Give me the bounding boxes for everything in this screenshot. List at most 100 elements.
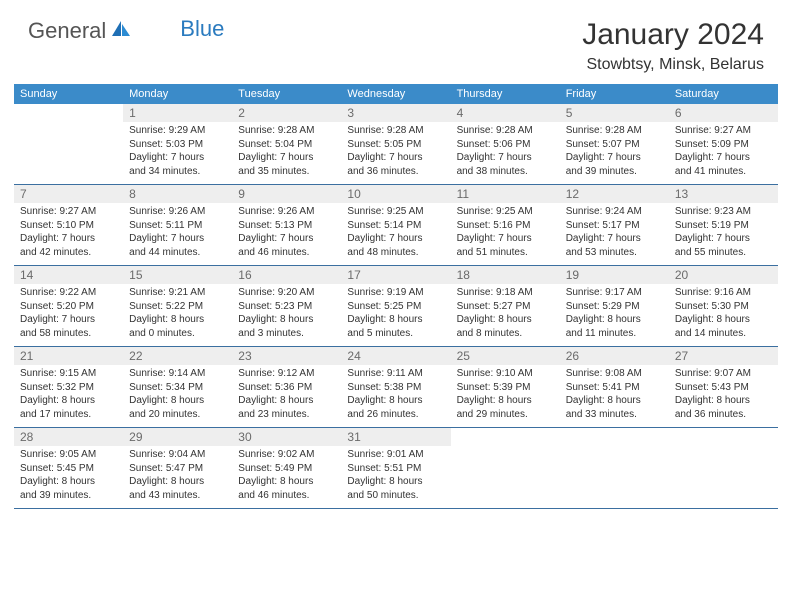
day-details: Sunrise: 9:19 AMSunset: 5:25 PMDaylight:… xyxy=(347,286,444,340)
day-cell: 23 Sunrise: 9:12 AMSunset: 5:36 PMDayligh… xyxy=(232,347,341,427)
day-details: Sunrise: 9:27 AMSunset: 5:10 PMDaylight:… xyxy=(20,205,117,259)
day-cell: 19 Sunrise: 9:17 AMSunset: 5:29 PMDayligh… xyxy=(560,266,669,346)
day-cell: 24 Sunrise: 9:11 AMSunset: 5:38 PMDayligh… xyxy=(341,347,450,427)
day-cell: 14 Sunrise: 9:22 AMSunset: 5:20 PMDayligh… xyxy=(14,266,123,346)
day-cell xyxy=(14,104,123,184)
day-number: 25 xyxy=(451,347,560,365)
day-number: 3 xyxy=(341,104,450,122)
day-number: 17 xyxy=(341,266,450,284)
day-number: 31 xyxy=(341,428,450,446)
title-block: January 2024 Stowbtsy, Minsk, Belarus xyxy=(582,18,764,74)
day-number: 27 xyxy=(669,347,778,365)
day-cell: 26 Sunrise: 9:08 AMSunset: 5:41 PMDayligh… xyxy=(560,347,669,427)
week-row: 21 Sunrise: 9:15 AMSunset: 5:32 PMDayligh… xyxy=(14,347,778,428)
day-number: 13 xyxy=(669,185,778,203)
week-row: 7Sunrise: 9:27 AMSunset: 5:10 PMDaylight… xyxy=(14,185,778,266)
day-cell: 22 Sunrise: 9:14 AMSunset: 5:34 PMDayligh… xyxy=(123,347,232,427)
day-cell: 1Sunrise: 9:29 AMSunset: 5:03 PMDaylight… xyxy=(123,104,232,184)
day-number: 4 xyxy=(451,104,560,122)
day-cell: 5Sunrise: 9:28 AMSunset: 5:07 PMDaylight… xyxy=(560,104,669,184)
day-number: 29 xyxy=(123,428,232,446)
week-row: 1Sunrise: 9:29 AMSunset: 5:03 PMDaylight… xyxy=(14,104,778,185)
day-details: Sunrise: 9:01 AMSunset: 5:51 PMDaylight:… xyxy=(347,448,444,502)
day-cell: 16 Sunrise: 9:20 AMSunset: 5:23 PMDayligh… xyxy=(232,266,341,346)
dow-monday: Monday xyxy=(123,84,232,104)
day-cell xyxy=(560,428,669,508)
day-cell: 17 Sunrise: 9:19 AMSunset: 5:25 PMDayligh… xyxy=(341,266,450,346)
day-cell: 20 Sunrise: 9:16 AMSunset: 5:30 PMDayligh… xyxy=(669,266,778,346)
day-number: 10 xyxy=(341,185,450,203)
day-details: Sunrise: 9:28 AMSunset: 5:06 PMDaylight:… xyxy=(457,124,554,178)
week-row: 28 Sunrise: 9:05 AMSunset: 5:45 PMDayligh… xyxy=(14,428,778,509)
day-of-week-header: SundayMondayTuesdayWednesdayThursdayFrid… xyxy=(14,84,778,104)
day-details: Sunrise: 9:05 AMSunset: 5:45 PMDaylight:… xyxy=(20,448,117,502)
day-cell: 27 Sunrise: 9:07 AMSunset: 5:43 PMDayligh… xyxy=(669,347,778,427)
day-details: Sunrise: 9:18 AMSunset: 5:27 PMDaylight:… xyxy=(457,286,554,340)
day-number: 6 xyxy=(669,104,778,122)
day-number: 23 xyxy=(232,347,341,365)
day-details: Sunrise: 9:25 AMSunset: 5:14 PMDaylight:… xyxy=(347,205,444,259)
day-number: 20 xyxy=(669,266,778,284)
day-number: 9 xyxy=(232,185,341,203)
header: General Blue January 2024 Stowbtsy, Mins… xyxy=(0,0,792,84)
day-number: 12 xyxy=(560,185,669,203)
day-details: Sunrise: 9:08 AMSunset: 5:41 PMDaylight:… xyxy=(566,367,663,421)
day-cell: 3 Sunrise: 9:28 AMSunset: 5:05 PMDaylight… xyxy=(341,104,450,184)
day-number: 22 xyxy=(123,347,232,365)
day-details: Sunrise: 9:17 AMSunset: 5:29 PMDaylight:… xyxy=(566,286,663,340)
day-cell: 21 Sunrise: 9:15 AMSunset: 5:32 PMDayligh… xyxy=(14,347,123,427)
day-number: 24 xyxy=(341,347,450,365)
calendar: SundayMondayTuesdayWednesdayThursdayFrid… xyxy=(0,84,792,509)
day-number: 30 xyxy=(232,428,341,446)
day-cell: 13Sunrise: 9:23 AMSunset: 5:19 PMDayligh… xyxy=(669,185,778,265)
day-details: Sunrise: 9:26 AMSunset: 5:11 PMDaylight:… xyxy=(129,205,226,259)
day-details: Sunrise: 9:29 AMSunset: 5:03 PMDaylight:… xyxy=(129,124,226,178)
week-row: 14 Sunrise: 9:22 AMSunset: 5:20 PMDayligh… xyxy=(14,266,778,347)
day-details: Sunrise: 9:28 AMSunset: 5:04 PMDaylight:… xyxy=(238,124,335,178)
day-details: Sunrise: 9:16 AMSunset: 5:30 PMDaylight:… xyxy=(675,286,772,340)
day-cell: 12 Sunrise: 9:24 AMSunset: 5:17 PMDayligh… xyxy=(560,185,669,265)
day-details: Sunrise: 9:22 AMSunset: 5:20 PMDaylight:… xyxy=(20,286,117,340)
dow-thursday: Thursday xyxy=(451,84,560,104)
day-number: 11 xyxy=(451,185,560,203)
day-details: Sunrise: 9:11 AMSunset: 5:38 PMDaylight:… xyxy=(347,367,444,421)
day-details: Sunrise: 9:12 AMSunset: 5:36 PMDaylight:… xyxy=(238,367,335,421)
day-details: Sunrise: 9:02 AMSunset: 5:49 PMDaylight:… xyxy=(238,448,335,502)
location: Stowbtsy, Minsk, Belarus xyxy=(582,56,764,74)
day-number: 21 xyxy=(14,347,123,365)
day-details: Sunrise: 9:27 AMSunset: 5:09 PMDaylight:… xyxy=(675,124,772,178)
day-number: 19 xyxy=(560,266,669,284)
day-cell: 7Sunrise: 9:27 AMSunset: 5:10 PMDaylight… xyxy=(14,185,123,265)
day-number: 18 xyxy=(451,266,560,284)
day-number: 14 xyxy=(14,266,123,284)
dow-tuesday: Tuesday xyxy=(232,84,341,104)
dow-friday: Friday xyxy=(560,84,669,104)
dow-saturday: Saturday xyxy=(669,84,778,104)
day-cell: 30 Sunrise: 9:02 AMSunset: 5:49 PMDayligh… xyxy=(232,428,341,508)
day-cell: 11Sunrise: 9:25 AMSunset: 5:16 PMDayligh… xyxy=(451,185,560,265)
day-details: Sunrise: 9:15 AMSunset: 5:32 PMDaylight:… xyxy=(20,367,117,421)
day-details: Sunrise: 9:10 AMSunset: 5:39 PMDaylight:… xyxy=(457,367,554,421)
day-cell xyxy=(451,428,560,508)
day-cell: 28 Sunrise: 9:05 AMSunset: 5:45 PMDayligh… xyxy=(14,428,123,508)
day-number: 15 xyxy=(123,266,232,284)
day-cell: 18 Sunrise: 9:18 AMSunset: 5:27 PMDayligh… xyxy=(451,266,560,346)
day-number: 2 xyxy=(232,104,341,122)
day-details: Sunrise: 9:24 AMSunset: 5:17 PMDaylight:… xyxy=(566,205,663,259)
day-number: 26 xyxy=(560,347,669,365)
day-cell: 31 Sunrise: 9:01 AMSunset: 5:51 PMDayligh… xyxy=(341,428,450,508)
day-number: 5 xyxy=(560,104,669,122)
day-details: Sunrise: 9:14 AMSunset: 5:34 PMDaylight:… xyxy=(129,367,226,421)
day-number: 16 xyxy=(232,266,341,284)
day-cell: 25 Sunrise: 9:10 AMSunset: 5:39 PMDayligh… xyxy=(451,347,560,427)
page-title: January 2024 xyxy=(582,18,764,52)
day-number: 28 xyxy=(14,428,123,446)
day-cell: 6 Sunrise: 9:27 AMSunset: 5:09 PMDaylight… xyxy=(669,104,778,184)
day-details: Sunrise: 9:28 AMSunset: 5:05 PMDaylight:… xyxy=(347,124,444,178)
day-cell: 8Sunrise: 9:26 AMSunset: 5:11 PMDaylight… xyxy=(123,185,232,265)
day-details: Sunrise: 9:07 AMSunset: 5:43 PMDaylight:… xyxy=(675,367,772,421)
sail-icon xyxy=(110,18,132,44)
day-details: Sunrise: 9:20 AMSunset: 5:23 PMDaylight:… xyxy=(238,286,335,340)
day-cell: 9Sunrise: 9:26 AMSunset: 5:13 PMDaylight… xyxy=(232,185,341,265)
logo-text-blue: Blue xyxy=(180,16,224,42)
